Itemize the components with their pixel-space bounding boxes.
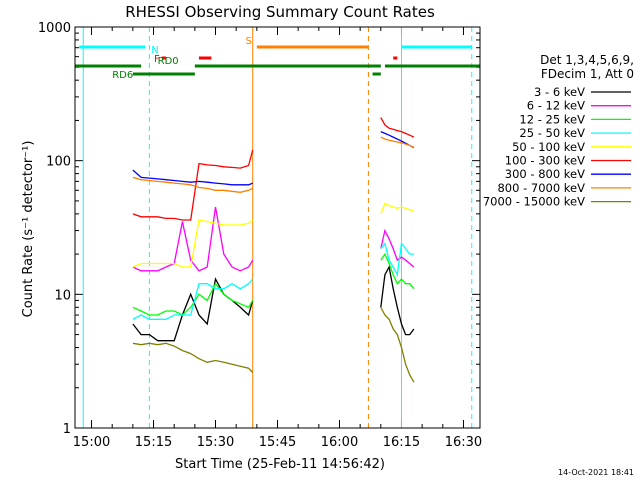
flag-label: S bbox=[245, 36, 251, 47]
series-line bbox=[132, 149, 254, 221]
flag-label: RD6 bbox=[112, 70, 133, 81]
y-tick-label: 1 bbox=[63, 422, 71, 437]
legend-label: 3 - 6 keV bbox=[534, 85, 585, 99]
legend-label: 50 - 100 keV bbox=[512, 140, 585, 154]
legend-label: 25 - 50 keV bbox=[519, 126, 585, 140]
legend-title-line-2: FDecim 1, Att 0 bbox=[541, 67, 634, 81]
flag-label: RD0 bbox=[158, 56, 179, 67]
series-line bbox=[380, 241, 414, 277]
series-line bbox=[132, 277, 254, 342]
x-axis-label: Start Time (25-Feb-11 14:56:42) bbox=[175, 457, 385, 472]
series-line bbox=[132, 219, 254, 268]
legend-label: 7000 - 15000 keV bbox=[483, 195, 585, 209]
plot-frame bbox=[74, 26, 481, 429]
series-line bbox=[132, 206, 254, 272]
x-tick-label: 15:30 bbox=[197, 435, 234, 450]
plot-layer: 1 10 100 1000 15:00 15:15 15:30 15:45 16:00 16:15… bbox=[38, 21, 482, 450]
x-tick-label: 16:30 bbox=[445, 435, 482, 450]
y-axis-label: Count Rate (s⁻¹ detector⁻¹) bbox=[21, 141, 36, 318]
series-line bbox=[380, 136, 415, 148]
series-line bbox=[380, 202, 415, 215]
series-line bbox=[132, 169, 253, 186]
flag-label: N bbox=[151, 45, 158, 56]
series-line bbox=[132, 342, 254, 373]
legend-label: 6 - 12 keV bbox=[527, 99, 585, 113]
x-tick-label: 16:00 bbox=[321, 435, 358, 450]
timestamp-label: 14-Oct-2021 18:41 bbox=[558, 468, 634, 477]
legend-label: 100 - 300 keV bbox=[505, 154, 585, 168]
x-tick-label: 15:00 bbox=[73, 435, 110, 450]
flag-label: F bbox=[154, 54, 160, 65]
chart-title: RHESSI Observing Summary Count Rates bbox=[125, 3, 435, 21]
x-tick-label: 15:15 bbox=[135, 435, 172, 450]
x-tick-label: 16:15 bbox=[383, 435, 420, 450]
series-line bbox=[132, 278, 254, 320]
legend-label: 300 - 800 keV bbox=[505, 167, 585, 181]
series-line bbox=[380, 117, 415, 138]
y-tick-label: 100 bbox=[46, 155, 71, 170]
series-line bbox=[380, 228, 415, 268]
legend-label: 800 - 7000 keV bbox=[497, 181, 585, 195]
y-tick-label: 1000 bbox=[38, 21, 71, 36]
y-tick-label: 10 bbox=[54, 288, 71, 303]
series-line bbox=[380, 306, 415, 383]
series-line bbox=[380, 252, 415, 290]
legend-title-line-1: Det 1,3,4,5,6,9, bbox=[540, 53, 634, 67]
legend-label: 12 - 25 keV bbox=[519, 112, 585, 126]
x-tick-label: 15:45 bbox=[259, 435, 296, 450]
series-line bbox=[380, 265, 415, 336]
series-line bbox=[132, 176, 253, 193]
